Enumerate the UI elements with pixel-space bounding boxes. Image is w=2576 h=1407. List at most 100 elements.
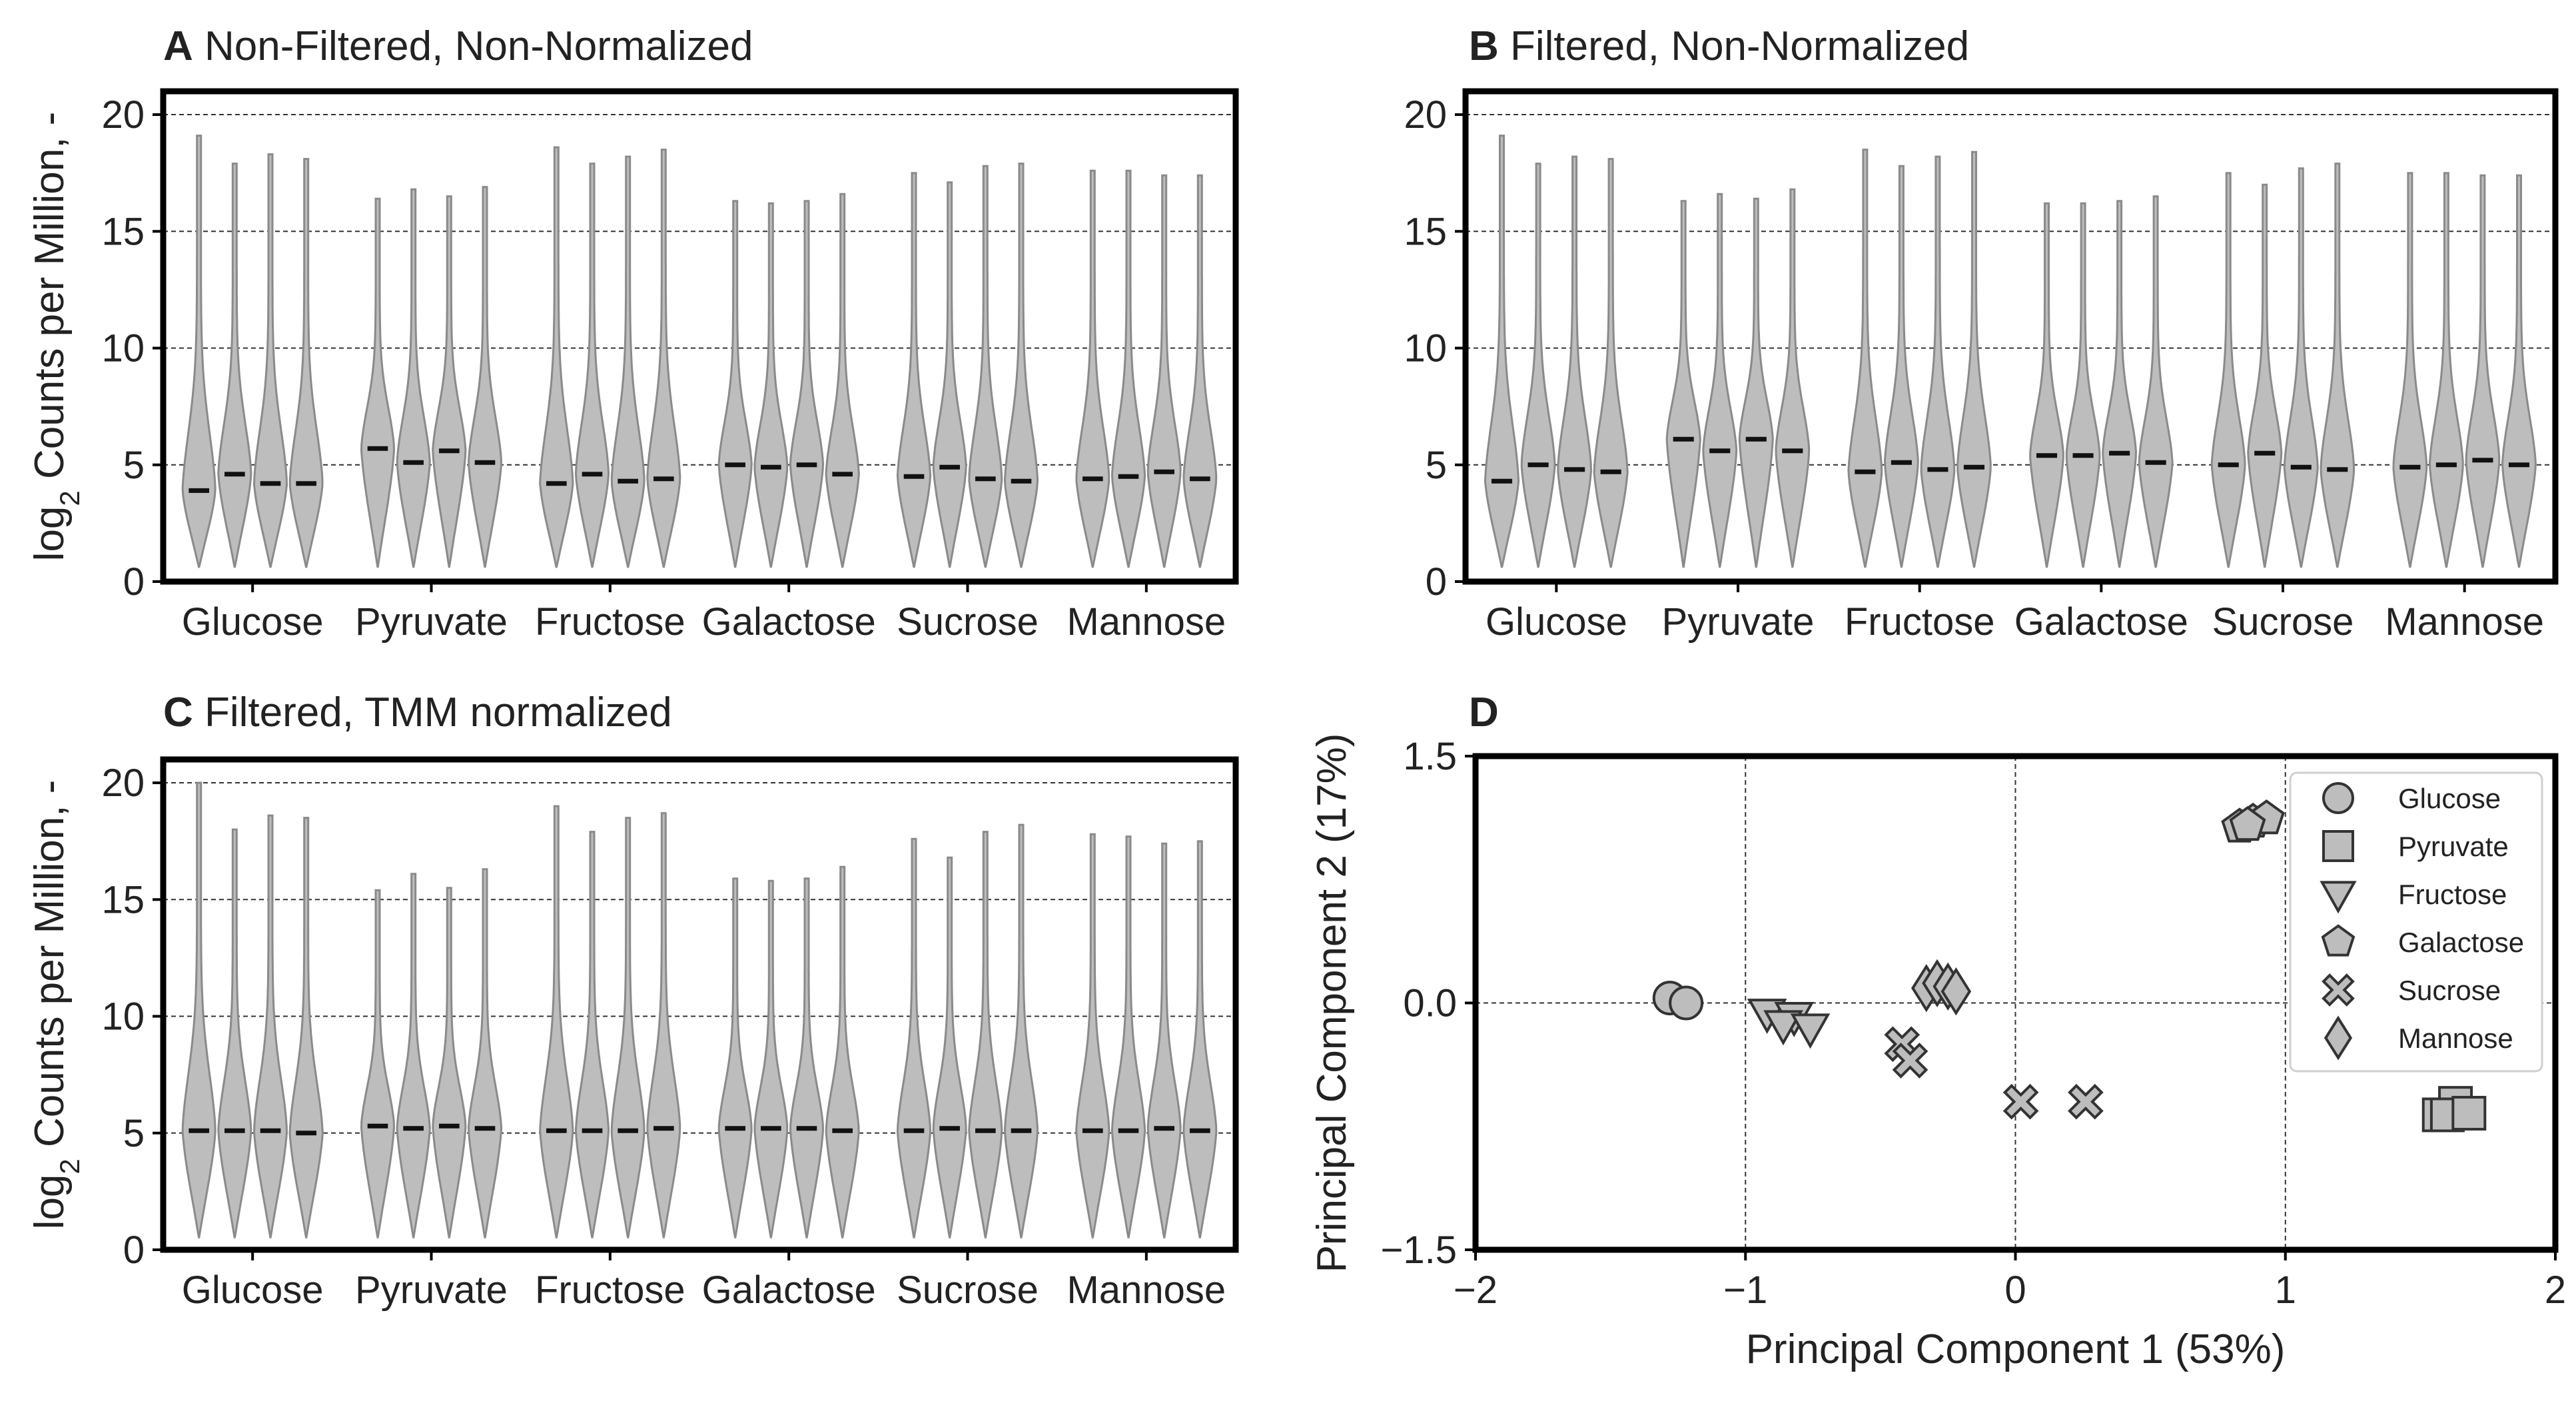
violin [467, 868, 503, 1238]
violin [181, 781, 216, 1238]
marker-square [2322, 830, 2354, 862]
violin [360, 889, 396, 1238]
marker-x [1892, 1043, 1929, 1079]
violin [1593, 158, 1629, 568]
y-axis-label-subscript: 2 [54, 1159, 85, 1174]
plot-frame [1472, 753, 2559, 1253]
y-tick-label: 10 [101, 327, 145, 370]
violin [2210, 172, 2246, 568]
x-tick-label: Fructose [535, 1268, 685, 1312]
x-tick-label: Sucrose [897, 600, 1039, 644]
violin [1738, 197, 1774, 568]
y-tick-label: 15 [101, 210, 145, 253]
x-tick-label: 0 [2004, 1268, 2026, 1312]
violin [181, 135, 216, 568]
marker-square [2451, 1095, 2487, 1131]
x-tick-label: Pyruvate [355, 600, 508, 644]
violin [2428, 172, 2464, 568]
violin [1956, 151, 1992, 568]
panel-letter: C [163, 690, 193, 735]
panel-letter: A [163, 23, 193, 69]
marker-diamond [1940, 967, 1972, 1016]
violin [574, 163, 610, 568]
panel-title: A Non-Filtered, Non-Normalized [163, 23, 753, 69]
plot-frame [1462, 88, 2559, 585]
plot-frame [160, 88, 1239, 585]
marker-triangle-down [1790, 1013, 1831, 1049]
violin [789, 200, 825, 568]
y-tick-label: 20 [1404, 93, 1447, 137]
violin [932, 181, 967, 568]
violin [1110, 169, 1146, 568]
violin [610, 817, 645, 1238]
violin [1182, 174, 1218, 568]
x-tick-label: Pyruvate [355, 1268, 508, 1312]
panel-c: C Filtered, TMM normalized 0 5 10 15 20 log2 C… [27, 690, 1239, 1312]
y-tick-label: 0 [123, 1228, 145, 1272]
marker-triangle-down [1763, 1010, 1803, 1046]
marker-x [2002, 1083, 2039, 1120]
x-tick-label: Galactose [702, 1268, 876, 1312]
violin [396, 188, 431, 568]
x-axis-label: Principal Component 1 (53%) [1746, 1326, 2286, 1372]
violin [252, 814, 288, 1238]
panel-d: D −2 −1 0 1 2 −1.5 0.0 1.5 Principal Component 1 … [1309, 690, 2566, 1372]
panel-b: B Filtered, Non-Normalized 0 5 10 15 20 Glucos… [1404, 23, 2559, 644]
violin [1146, 174, 1182, 568]
x-tick-label: Sucrose [2212, 600, 2354, 644]
violin [1883, 165, 1919, 568]
marker-x [2322, 973, 2355, 1007]
y-tick-label: 5 [123, 444, 145, 487]
y-tick-label: 5 [123, 1112, 145, 1155]
legend-label: Mannose [2398, 1023, 2513, 1054]
y-axis-label: log2 Counts per Million, - [27, 780, 85, 1230]
marker-pentagon [2321, 924, 2356, 957]
violin [1110, 835, 1146, 1238]
legend-label: Sucrose [2398, 975, 2501, 1006]
panel-title: C Filtered, TMM normalized [163, 690, 672, 735]
y-tick-label: 1.5 [1403, 735, 1457, 778]
y-tick-label: 0 [123, 560, 145, 604]
x-tick-label: Mannose [1067, 1268, 1226, 1312]
y-axis-label-prefix: log [27, 506, 73, 562]
violin [2283, 167, 2319, 568]
violin [1003, 163, 1039, 568]
x-tick-label: Galactose [702, 600, 876, 644]
plot-frame [160, 756, 1239, 1253]
violin [539, 146, 574, 568]
x-tick-label: Fructose [1845, 600, 1995, 644]
x-tick-label: Glucose [1486, 600, 1627, 644]
panel-letter: D [1469, 690, 1499, 735]
violin [610, 155, 645, 568]
marker-x [2068, 1083, 2104, 1120]
violin [1665, 200, 1701, 568]
x-tick-label: Pyruvate [1662, 600, 1815, 644]
violin [896, 172, 932, 568]
y-tick-label: 0.0 [1403, 982, 1457, 1025]
y-tick-label: 10 [1404, 327, 1447, 370]
y-axis-label-subscript: 2 [54, 490, 85, 506]
legend-label: Glucose [2398, 783, 2501, 814]
violin [539, 805, 574, 1238]
y-tick-label: 5 [1426, 444, 1447, 487]
x-tick-label: 2 [2545, 1268, 2566, 1312]
x-tick-label: −1 [1723, 1268, 1767, 1312]
violin [574, 831, 610, 1238]
violin [896, 837, 932, 1238]
x-tick-label: Mannose [1067, 600, 1226, 644]
violin [1182, 840, 1218, 1238]
x-tick-label: Fructose [535, 600, 685, 644]
violin [468, 186, 502, 568]
violin [2501, 174, 2537, 568]
violin [2392, 172, 2428, 568]
y-tick-label: 15 [101, 878, 145, 921]
y-axis-label-suffix: Counts per Million, - [27, 780, 73, 1159]
y-axis-label: Principal Component 2 (17%) [1309, 733, 1355, 1273]
violin [1702, 193, 1738, 568]
x-tick-label: −2 [1454, 1268, 1498, 1312]
violin [2320, 163, 2356, 568]
violin [825, 865, 860, 1238]
y-tick-label: 20 [101, 93, 145, 137]
y-tick-label: 0 [1426, 560, 1447, 604]
